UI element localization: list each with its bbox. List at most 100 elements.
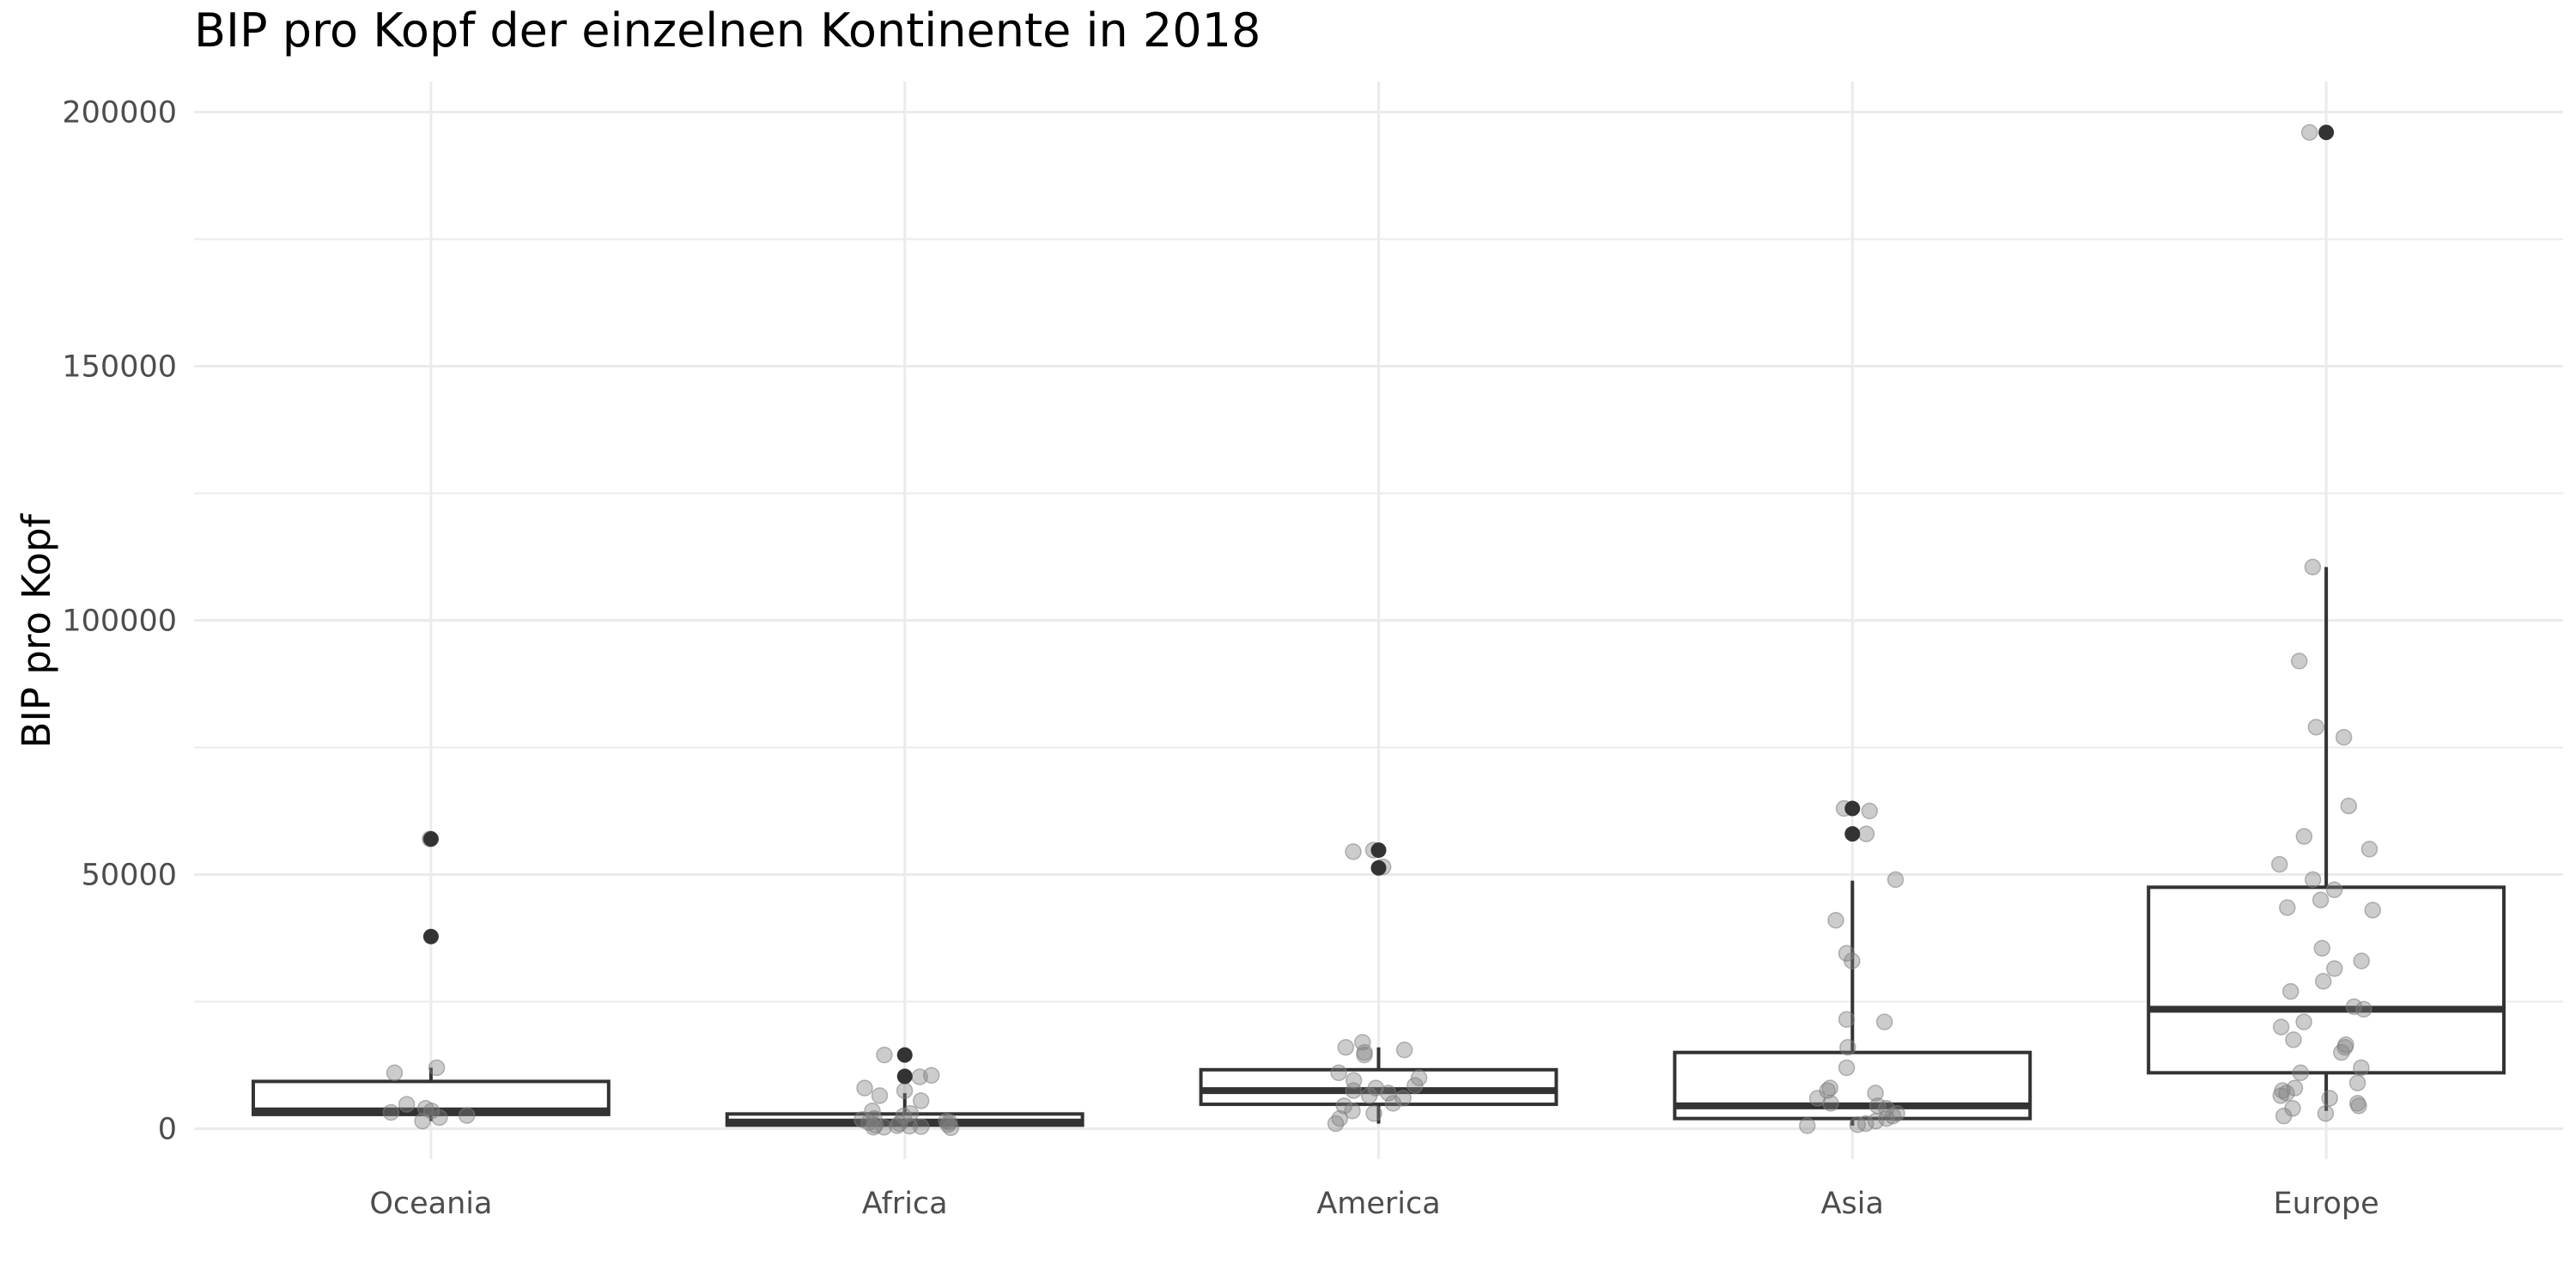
- data-point: [414, 1112, 431, 1130]
- data-point: [398, 1096, 416, 1113]
- data-point: [1345, 843, 1362, 860]
- grid-lines: [194, 82, 2563, 1159]
- data-point: [1344, 1103, 1361, 1120]
- data-point: [942, 1119, 960, 1137]
- data-point: [1839, 1039, 1856, 1056]
- outlier-point: [1844, 826, 1861, 842]
- data-point: [1875, 1013, 1893, 1030]
- data-point: [895, 1107, 913, 1125]
- jitter-points: [382, 124, 2381, 1137]
- data-point: [2279, 899, 2296, 916]
- data-point: [2304, 558, 2322, 576]
- data-point: [1822, 1095, 1839, 1112]
- data-point: [856, 1079, 873, 1097]
- data-point: [2317, 1104, 2335, 1122]
- data-point: [912, 1118, 930, 1135]
- data-point: [2300, 124, 2318, 141]
- data-point: [1394, 1090, 1412, 1107]
- data-point: [1867, 1084, 1884, 1102]
- data-point: [1380, 1084, 1397, 1102]
- data-point: [1337, 1039, 1355, 1056]
- data-point: [2335, 728, 2353, 746]
- data-point: [2353, 952, 2370, 969]
- data-point: [2340, 797, 2358, 815]
- data-point: [2333, 1043, 2350, 1061]
- outlier-point: [2318, 125, 2335, 141]
- data-point: [1335, 1097, 1353, 1115]
- data-point: [1849, 1115, 1867, 1133]
- data-point: [911, 1068, 928, 1085]
- box-body: [2147, 885, 2506, 1075]
- data-point: [2272, 1087, 2289, 1104]
- data-point: [2292, 1064, 2310, 1082]
- y-tick-label: 100000: [62, 605, 177, 639]
- data-point: [2360, 841, 2379, 858]
- data-point: [431, 1109, 448, 1127]
- data-point: [1384, 1095, 1402, 1112]
- box-body: [1199, 1067, 1558, 1107]
- data-point: [386, 1064, 404, 1082]
- data-point: [2313, 939, 2331, 957]
- data-point: [1886, 871, 1905, 889]
- x-tick-label: America: [1316, 1187, 1440, 1221]
- data-point: [2307, 719, 2325, 736]
- axes: 0 50000 100000 150000 200000 Oceania Africa Ame…: [62, 96, 2379, 1221]
- data-point: [2285, 1031, 2302, 1048]
- data-point: [2275, 1107, 2293, 1125]
- data-point: [2290, 653, 2308, 670]
- data-point: [889, 1117, 906, 1134]
- data-point: [1861, 802, 1879, 820]
- outlier-point: [422, 831, 439, 848]
- data-point: [2348, 1074, 2366, 1091]
- outlier-point: [1370, 860, 1387, 876]
- y-tick-label: 0: [158, 1112, 177, 1146]
- data-point: [2321, 1090, 2338, 1107]
- y-axis-title: BIP pro Kopf: [14, 513, 59, 748]
- data-point: [2326, 960, 2343, 977]
- data-point: [1395, 1041, 1413, 1059]
- outlier-point: [422, 928, 439, 945]
- x-tick-label: Asia: [1821, 1187, 1884, 1221]
- data-point: [2345, 998, 2363, 1016]
- data-point: [428, 1059, 446, 1077]
- data-point: [2270, 855, 2288, 873]
- box-europe: [2147, 567, 2506, 1111]
- data-point: [1356, 1046, 1373, 1064]
- data-point: [1799, 1117, 1816, 1134]
- outlier-point: [896, 1047, 913, 1063]
- data-point: [2295, 828, 2313, 845]
- data-point: [2355, 1000, 2372, 1018]
- box-asia: [1673, 880, 2032, 1126]
- data-point: [2314, 973, 2332, 990]
- data-point: [2325, 881, 2343, 898]
- outlier-points: [422, 125, 2335, 1084]
- outlier-point: [896, 1068, 913, 1084]
- box-america: [1199, 1047, 1558, 1124]
- data-point: [876, 1046, 893, 1064]
- data-point: [1360, 1087, 1378, 1104]
- data-point: [2312, 891, 2330, 908]
- data-point: [1838, 1059, 1856, 1077]
- x-tick-label: Europe: [2274, 1187, 2379, 1221]
- data-point: [912, 1092, 930, 1109]
- y-tick-label: 150000: [62, 350, 177, 385]
- data-point: [871, 1087, 889, 1104]
- data-point: [2272, 1018, 2290, 1036]
- data-point: [458, 1107, 476, 1124]
- data-point: [1857, 825, 1875, 842]
- data-point: [2295, 1013, 2312, 1030]
- outlier-point: [1844, 800, 1861, 817]
- data-point: [896, 1082, 914, 1099]
- data-point: [1406, 1077, 1424, 1094]
- y-tick-label: 200000: [62, 96, 177, 131]
- data-point: [1867, 1112, 1885, 1130]
- chart-title: BIP pro Kopf der einzelnen Kontinente in…: [194, 3, 1261, 58]
- data-point: [382, 1103, 400, 1121]
- data-point: [1410, 1069, 1428, 1087]
- data-point: [1844, 952, 1861, 969]
- data-point: [1330, 1064, 1347, 1082]
- data-point: [890, 1115, 908, 1133]
- data-point: [1365, 1104, 1382, 1122]
- data-point: [1827, 912, 1844, 929]
